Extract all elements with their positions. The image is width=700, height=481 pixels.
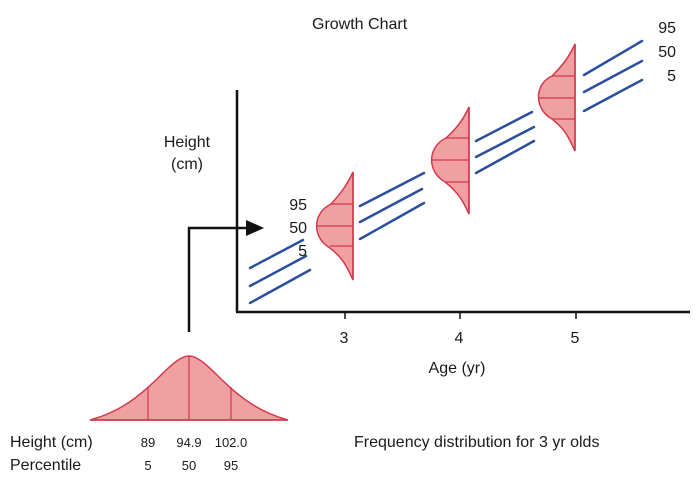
chart-title: Growth Chart: [312, 16, 408, 33]
percentile-row-label: Percentile: [10, 457, 81, 474]
percentile-95-line-seg4: [582, 39, 644, 77]
y-axis-label-line-2: (cm): [171, 156, 203, 173]
percentile-label-pointer-50: 50: [289, 220, 307, 237]
x-axis-label: Age (yr): [429, 360, 486, 377]
x-tick-label-3: 3: [340, 330, 349, 347]
height-value-95th: 102.0: [215, 435, 248, 450]
percentile-value-5: 5: [144, 458, 151, 473]
percentile-value-50: 50: [182, 458, 196, 473]
percentile-label-pointer-5: 5: [298, 243, 307, 260]
distribution-age-3: [316, 171, 354, 281]
height-value-50th: 94.9: [176, 435, 201, 450]
percentile-lines: [248, 39, 644, 305]
connector-arrow-line: [187, 226, 248, 332]
percentile-50-line-seg2: [358, 187, 424, 224]
distribution-caption: Frequency distribution for 3 yr olds: [354, 434, 599, 451]
percentile-label-pointer-95: 95: [289, 197, 307, 214]
percentile-label-top-95: 95: [658, 20, 676, 37]
percentile-value-95: 95: [224, 458, 238, 473]
percentile-95-line-seg3: [474, 110, 534, 143]
percentile-50-line-seg4: [582, 59, 644, 94]
y-axis-label-line-1: Height: [164, 134, 211, 151]
frequency-distribution-curve: [89, 355, 289, 421]
percentile-5-line-seg2: [358, 201, 426, 241]
connector-arrowhead-icon: [246, 220, 264, 236]
percentile-95-line-seg1: [248, 238, 305, 270]
distribution-age-4: [431, 106, 470, 215]
x-tick-label-5: 5: [571, 330, 580, 347]
percentile-5-line-seg1: [248, 268, 312, 305]
percentile-50-line-seg3: [474, 125, 536, 159]
percentile-5-line-seg3: [474, 139, 536, 175]
percentile-label-top-50: 50: [658, 44, 676, 61]
distribution-age-5: [537, 43, 576, 152]
percentile-50-line-seg1: [248, 254, 308, 288]
percentile-95-line-seg2: [358, 171, 426, 208]
percentile-5-line-seg4: [582, 78, 644, 113]
height-row-label: Height (cm): [10, 434, 93, 451]
x-tick-label-4: 4: [455, 330, 464, 347]
percentile-label-top-5: 5: [667, 68, 676, 85]
height-value-5th: 89: [141, 435, 155, 450]
